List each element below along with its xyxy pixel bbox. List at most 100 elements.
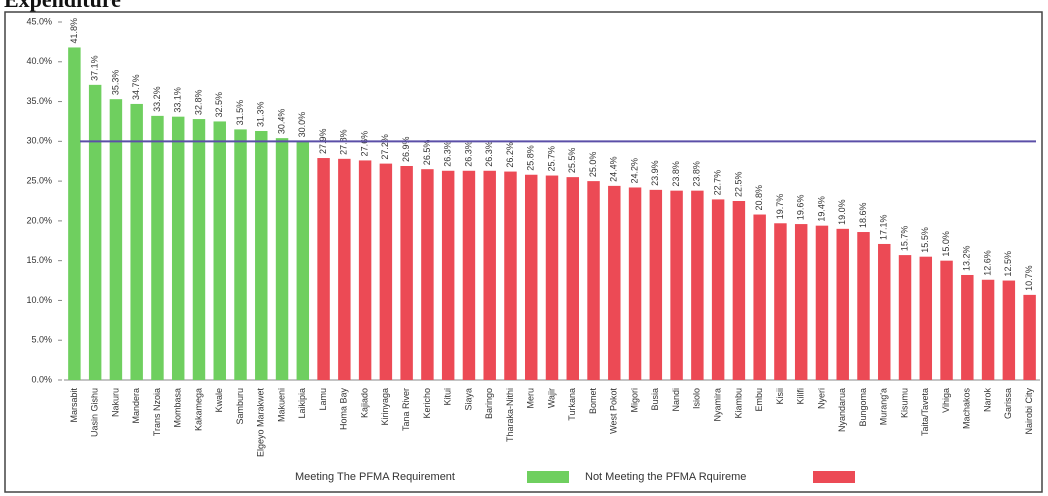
data-label: 25.7% xyxy=(546,146,556,172)
y-tick-label: 5.0% xyxy=(31,335,52,345)
y-tick-label: 35.0% xyxy=(26,96,52,106)
y-tick-label: 20.0% xyxy=(26,215,52,225)
data-label: 26.3% xyxy=(463,141,473,167)
bar xyxy=(234,129,247,380)
x-tick-label: Nandi xyxy=(671,388,681,412)
bar xyxy=(711,199,725,380)
x-tick-label: Tana River xyxy=(401,388,411,431)
x-tick-label: Kwale xyxy=(214,388,224,413)
x-tick-label: Kiambu xyxy=(733,388,743,419)
data-label: 12.6% xyxy=(982,250,992,276)
legend-swatch xyxy=(813,471,855,483)
bar xyxy=(192,119,206,381)
bar xyxy=(275,138,289,380)
x-tick-label: Murang'a xyxy=(879,388,889,425)
data-label: 41.8% xyxy=(69,18,79,44)
x-tick-label: Narok xyxy=(982,388,992,413)
legend-swatch xyxy=(527,471,569,483)
x-tick-label: Bungoma xyxy=(858,388,868,427)
bar xyxy=(898,255,912,380)
x-tick-label: Baringo xyxy=(484,388,494,419)
x-tick-label: Kericho xyxy=(422,388,432,419)
data-label: 10.7% xyxy=(1024,265,1034,291)
data-label: 12.5% xyxy=(1003,251,1013,277)
x-tick-label: Kisumu xyxy=(899,388,909,418)
bar xyxy=(878,243,891,380)
bar xyxy=(255,130,268,380)
data-label: 33.1% xyxy=(173,87,183,113)
data-label: 31.3% xyxy=(256,101,266,127)
bar xyxy=(462,170,476,380)
bar xyxy=(130,103,143,380)
x-tick-label: West Pokot xyxy=(609,388,619,434)
data-label: 15.0% xyxy=(941,231,951,257)
data-label: 30.0% xyxy=(297,112,307,138)
data-label: 25.5% xyxy=(567,148,577,174)
x-tick-label: Migori xyxy=(629,388,639,413)
data-label: 24.4% xyxy=(609,156,619,182)
bar xyxy=(732,201,746,380)
x-tick-label: Busia xyxy=(650,388,660,411)
y-tick-label: 45.0% xyxy=(26,16,52,26)
data-label: 19.6% xyxy=(796,195,806,221)
x-tick-label: Garissa xyxy=(1003,388,1013,419)
bar xyxy=(628,187,642,380)
y-tick-label: 10.0% xyxy=(26,295,52,305)
data-label: 23.8% xyxy=(671,161,681,187)
x-tick-label: Turkana xyxy=(567,388,577,421)
bar xyxy=(566,177,579,380)
chart-title: Expenditure xyxy=(4,0,121,12)
bar xyxy=(109,99,123,381)
x-tick-label: Makueni xyxy=(276,388,286,422)
y-tick-label: 15.0% xyxy=(26,255,52,265)
x-tick-label: Elgeyo Marakwet xyxy=(256,388,266,458)
bar xyxy=(815,225,829,380)
x-tick-label: Siaya xyxy=(463,388,473,411)
x-tick-label: Nyamira xyxy=(713,388,723,422)
data-label: 26.9% xyxy=(401,136,411,162)
y-tick-label: 25.0% xyxy=(26,175,52,185)
bar xyxy=(1002,280,1016,380)
bar xyxy=(421,169,434,380)
bar xyxy=(525,174,538,380)
bar xyxy=(171,116,185,380)
data-label: 27.6% xyxy=(359,131,369,157)
x-tick-label: Laikipia xyxy=(297,388,307,419)
data-label: 26.2% xyxy=(505,142,515,168)
x-tick-label: Nyandarua xyxy=(837,388,847,432)
data-label: 33.2% xyxy=(152,86,162,112)
bar xyxy=(753,214,766,380)
x-tick-label: Kajiado xyxy=(359,388,369,418)
x-tick-label: Trans Nzoia xyxy=(152,388,162,436)
bar xyxy=(151,115,164,381)
x-tick-label: Kilifi xyxy=(796,388,806,405)
y-tick-label: 0.0% xyxy=(31,374,52,384)
x-tick-label: Nakuru xyxy=(110,388,120,417)
data-label: 26.5% xyxy=(422,140,432,166)
bar xyxy=(836,228,849,380)
x-tick-label: Samburu xyxy=(235,388,245,425)
x-tick-label: Lamu xyxy=(318,388,328,411)
x-tick-label: Vihiga xyxy=(941,388,951,413)
data-label: 32.5% xyxy=(214,92,224,118)
data-label: 23.8% xyxy=(692,161,702,187)
data-label: 17.1% xyxy=(879,214,889,240)
x-tick-label: Kakamega xyxy=(193,388,203,431)
bar xyxy=(358,160,372,380)
x-tick-label: Mandera xyxy=(131,388,141,424)
x-tick-label: Taita/Taveta xyxy=(920,388,930,436)
x-tick-label: Machakos xyxy=(962,388,972,430)
bar xyxy=(213,121,226,380)
x-tick-label: Nairobi City xyxy=(1024,388,1034,435)
data-label: 18.6% xyxy=(858,202,868,228)
x-tick-label: Homa Bay xyxy=(339,388,349,431)
data-label: 34.7% xyxy=(131,74,141,100)
x-tick-label: Embu xyxy=(754,388,764,412)
x-tick-label: Meru xyxy=(526,388,536,409)
bar xyxy=(296,141,310,380)
x-tick-label: Kitui xyxy=(443,388,453,406)
data-label: 19.4% xyxy=(816,196,826,222)
x-tick-label: Isiolo xyxy=(692,388,702,409)
data-label: 25.0% xyxy=(588,152,598,178)
bar xyxy=(379,163,393,380)
